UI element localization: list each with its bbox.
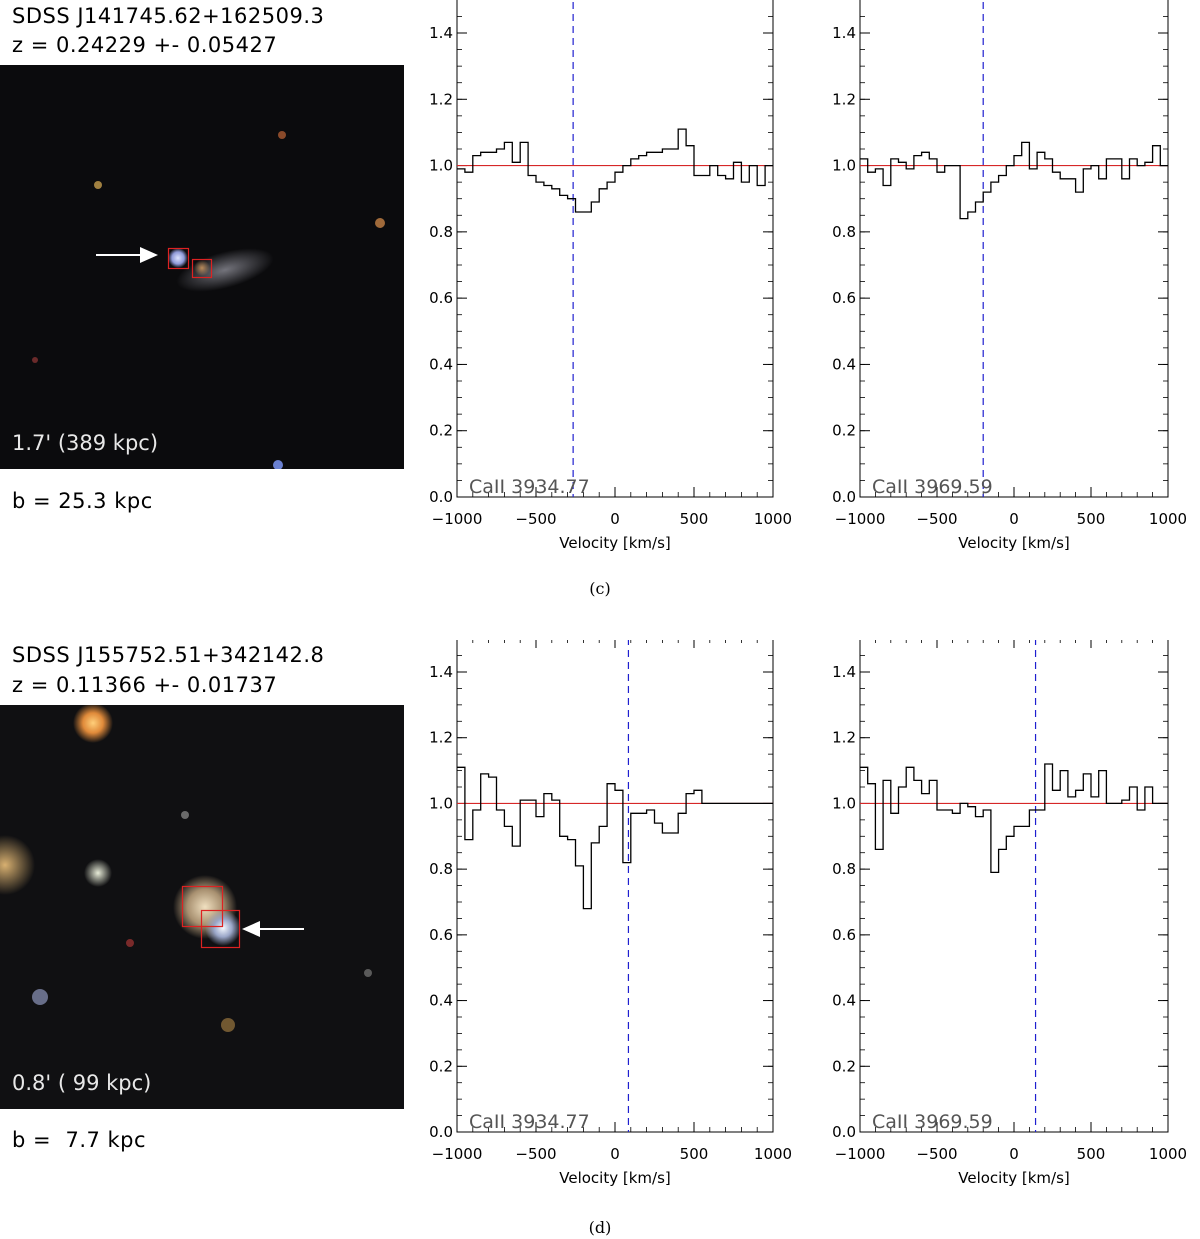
x-tick-label: 0 <box>1009 510 1019 528</box>
y-tick-label: 0.0 <box>832 1123 856 1141</box>
x-axis-label: Velocity [km/s] <box>958 534 1069 552</box>
y-tick-label: 0.8 <box>832 860 856 878</box>
x-axis-label: Velocity [km/s] <box>559 534 670 552</box>
x-tick-label: 0 <box>610 510 620 528</box>
x-tick-label: −500 <box>916 510 957 528</box>
y-tick-label: 0.4 <box>429 992 453 1010</box>
y-tick-label: 1.0 <box>429 794 453 812</box>
x-tick-label: −1000 <box>432 510 483 528</box>
impact-parameter: b = 7.7 kpc <box>12 1128 147 1152</box>
galaxy-image-art <box>0 705 372 1032</box>
galaxy-image-art <box>32 131 385 469</box>
x-tick-label: −500 <box>916 1145 957 1163</box>
y-tick-label: 1.4 <box>429 663 453 681</box>
plot-frame <box>456 637 774 1133</box>
plot-frame <box>859 0 1169 498</box>
object-name: SDSS J155752.51+342142.8 <box>12 643 325 667</box>
x-tick-label: 500 <box>680 1145 709 1163</box>
panel-d: SDSS J155752.51+342142.8 z = 0.11366 +- … <box>0 637 1200 1239</box>
x-axis-label: Velocity [km/s] <box>559 1169 670 1187</box>
x-tick-label: 1000 <box>1149 1145 1187 1163</box>
line-label: CaII 3969.59 <box>872 476 993 498</box>
y-tick-label: 1.0 <box>429 157 453 175</box>
y-tick-label: 0.4 <box>832 992 856 1010</box>
x-tick-label: 0 <box>1009 1145 1019 1163</box>
spectrum-line <box>860 763 1168 874</box>
y-tick-label: 0.0 <box>429 488 453 506</box>
spectrum-line <box>457 128 773 213</box>
x-tick-label: 0 <box>610 1145 620 1163</box>
y-tick-label: 0.0 <box>429 1123 453 1141</box>
y-tick-label: 1.0 <box>832 794 856 812</box>
object-name: SDSS J141745.62+162509.3 <box>12 4 325 28</box>
x-tick-label: 1000 <box>754 1145 792 1163</box>
y-tick-label: 1.4 <box>429 24 453 42</box>
y-tick-label: 0.2 <box>429 1057 453 1075</box>
galaxy-image: 0.8' ( 99 kpc) <box>0 705 404 1109</box>
y-tick-label: 1.0 <box>832 157 856 175</box>
spectrum-line <box>457 766 773 910</box>
spectrum-chart: 0.0 0.2 0.4 0.6 0.8 1.0 1.2 1.4 −1000 −500 0 500 100… <box>429 637 792 1187</box>
plot-frame <box>456 0 774 498</box>
y-tick-label: 0.4 <box>429 355 453 373</box>
spectrum-chart: 0.0 0.2 0.4 0.6 0.8 1.0 1.2 1.4 −1000 −500 0 500 100… <box>832 0 1187 552</box>
spectrum-plot-d-caii-3934: 0.0 0.2 0.4 0.6 0.8 1.0 1.2 1.4 −1000 −500 0 500 100… <box>410 637 805 1200</box>
y-tick-label: 0.6 <box>429 926 453 944</box>
y-tick-label: 1.2 <box>832 90 856 108</box>
y-tick-label: 1.2 <box>429 729 453 747</box>
y-tick-label: 1.4 <box>832 24 856 42</box>
line-label: CaII 3969.59 <box>872 1111 993 1133</box>
y-tick-label: 0.6 <box>832 289 856 307</box>
line-label: CaII 3934.77 <box>469 1111 590 1133</box>
figure-caption: (d) <box>588 1218 612 1237</box>
figure-caption: (c) <box>589 579 611 598</box>
y-tick-label: 0.6 <box>429 289 453 307</box>
spectrum-plot-c-caii-3934: 0.0 0.2 0.4 0.6 0.8 1.0 1.2 1.4 −1000 −500 0 500 100… <box>410 0 805 560</box>
y-tick-label: 0.6 <box>832 926 856 944</box>
x-tick-label: −500 <box>515 1145 556 1163</box>
y-tick-label: 0.0 <box>832 488 856 506</box>
spectrum-plot-d-caii-3969: 0.0 0.2 0.4 0.6 0.8 1.0 1.2 1.4 −1000 −500 0 500 100… <box>813 637 1200 1200</box>
x-tick-label: 1000 <box>1149 510 1187 528</box>
panel-c: SDSS J141745.62+162509.3 z = 0.24229 +- … <box>0 0 1200 598</box>
x-tick-label: −500 <box>515 510 556 528</box>
y-tick-label: 1.2 <box>429 90 453 108</box>
y-tick-label: 0.4 <box>832 355 856 373</box>
impact-parameter: b = 25.3 kpc <box>12 489 153 513</box>
x-tick-label: 500 <box>680 510 709 528</box>
line-label: CaII 3934.77 <box>469 476 590 498</box>
redshift-label: z = 0.11366 +- 0.01737 <box>12 673 278 697</box>
x-tick-label: −1000 <box>835 510 886 528</box>
y-tick-label: 0.8 <box>429 223 453 241</box>
spectrum-chart: 0.0 0.2 0.4 0.6 0.8 1.0 1.2 1.4 −1000 −500 0 500 100… <box>832 637 1187 1187</box>
y-tick-label: 0.2 <box>832 422 856 440</box>
x-tick-label: 500 <box>1077 510 1106 528</box>
x-tick-label: 500 <box>1077 1145 1106 1163</box>
y-tick-label: 1.4 <box>832 663 856 681</box>
galaxy-image: 1.7' (389 kpc) <box>0 65 404 469</box>
spectrum-line <box>860 141 1168 220</box>
scale-label: 0.8' ( 99 kpc) <box>12 1071 152 1095</box>
spectrum-plot-c-caii-3969: 0.0 0.2 0.4 0.6 0.8 1.0 1.2 1.4 −1000 −500 0 500 100… <box>813 0 1200 560</box>
x-tick-label: −1000 <box>432 1145 483 1163</box>
x-tick-label: −1000 <box>835 1145 886 1163</box>
y-tick-label: 0.2 <box>832 1057 856 1075</box>
plot-frame <box>859 637 1169 1133</box>
spectrum-chart: 0.0 0.2 0.4 0.6 0.8 1.0 1.2 1.4 −1000 −500 0 500 100… <box>429 0 792 552</box>
redshift-label: z = 0.24229 +- 0.05427 <box>12 33 278 57</box>
y-tick-label: 0.2 <box>429 422 453 440</box>
y-tick-label: 0.8 <box>832 223 856 241</box>
y-tick-label: 1.2 <box>832 729 856 747</box>
y-tick-label: 0.8 <box>429 860 453 878</box>
scale-label: 1.7' (389 kpc) <box>12 431 159 455</box>
x-axis-label: Velocity [km/s] <box>958 1169 1069 1187</box>
x-tick-label: 1000 <box>754 510 792 528</box>
